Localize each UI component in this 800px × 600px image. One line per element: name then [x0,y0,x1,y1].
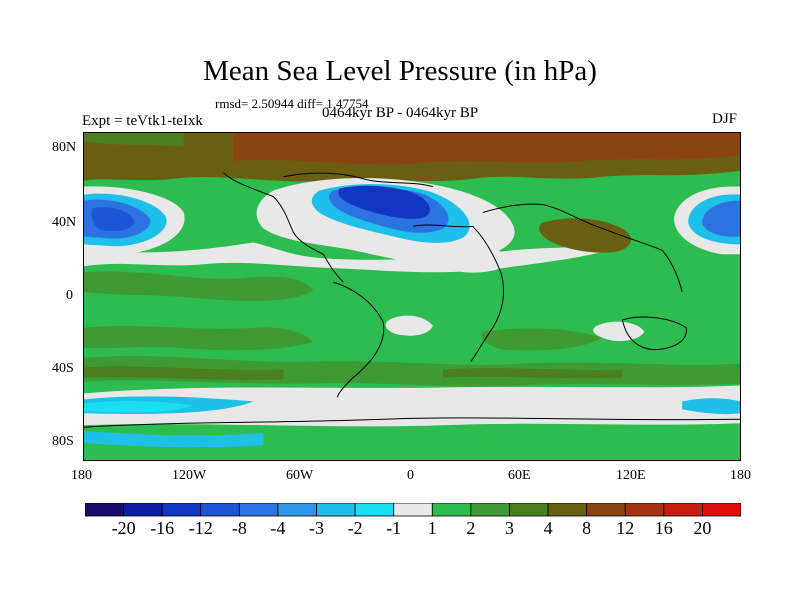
colorbar-box [547,503,588,517]
pacific-low-east-4 [702,200,740,237]
eurasia-coast [482,203,683,293]
colorbar-label: 8 [582,518,592,538]
colorbar-box [663,503,703,517]
tropic-south-band-3 [84,325,314,351]
australia-coast [621,316,687,351]
colorbar-box [85,503,124,517]
colorbar-box [393,503,433,517]
colorbar-label: -16 [150,518,175,538]
colorbar-box [316,503,356,517]
north-america-coast [223,172,344,283]
antarctica-coast [84,417,740,428]
colorbar-label: -4 [270,518,286,538]
lon-label-120e: 120E [616,468,646,483]
colorbar-label: 3 [505,518,514,538]
antarctic-neutral [84,385,740,427]
atlantic-low-8 [338,185,430,219]
antarctic-low-west-1 [84,401,194,413]
indian-ocean-neutral [593,321,645,342]
colorbar-label: 16 [654,518,673,538]
season-label: DJF [712,111,738,127]
colorbar-label: -8 [231,518,247,538]
colorbar-box [277,503,317,517]
lat-label-80n: 80N [52,140,77,155]
colorbar-label: -1 [386,518,402,538]
lat-label-40s: 40S [52,361,74,376]
colorbar [85,503,741,517]
coastlines [84,172,740,428]
lon-label-0: 0 [407,468,414,483]
lat-label-40n: 40N [52,215,77,230]
colorbar-boxes [85,503,741,517]
colorbar-label: 4 [543,518,553,538]
north-africa-neutral [441,246,513,273]
colorbar-box [470,503,510,517]
colorbar-box [200,503,240,517]
pacific-low-west-8 [91,207,135,231]
colorbar-box [431,503,472,517]
period-label: 0464kyr BP - 0464kyr BP [322,105,479,121]
antarctic-coast-low [84,431,264,448]
africa-west-coast [412,224,504,362]
asian-high-4-8 [539,218,631,253]
figure-title: Mean Sea Level Pressure (in hPa) [203,55,597,87]
lon-label-120w: 120W [172,468,207,483]
colorbar-box [238,503,279,517]
colorbar-label: 1 [427,518,437,538]
pressure-anomaly-map [83,132,741,461]
south-atlantic-neutral [385,315,433,336]
arctic-high-3-4 [84,133,184,147]
colorbar-label: -20 [111,518,136,538]
colorbar-label: 20 [693,518,712,538]
lat-label-0: 0 [66,288,73,303]
colorbar-label: 12 [616,518,635,538]
lat-label-80s: 80S [52,434,74,449]
indian-band-3 [481,328,603,351]
colorbar-label: 2 [466,518,476,538]
colorbar-box [702,503,741,517]
antarctic-low-east-2 [682,398,740,415]
colorbar-label: -12 [188,518,213,538]
lon-label-60w: 60W [286,468,314,483]
tropic-north-band-3 [84,271,314,301]
experiment-label: Expt = teVtk1-teIxk [82,113,203,129]
colorbar-box [161,503,202,517]
southern-band-4 [84,366,284,380]
colorbar-box [624,503,665,517]
southern-band-4-b [442,368,623,379]
colorbar-box [509,503,549,517]
arctic-high-8-12 [233,133,740,165]
lon-label-180e: 180 [730,468,751,483]
colorbar-box [586,503,626,517]
rmsd-diff-stats: rmsd= 2.50944 diff= 1.47754 [215,96,369,111]
lon-label-180w: 180 [71,468,92,483]
south-america-coast [333,281,385,398]
lon-label-60e: 60E [508,468,531,483]
colorbar-label: -2 [347,518,363,538]
arctic-coast [283,172,434,188]
colorbar-label: -3 [309,518,324,538]
colorbar-box [123,503,163,517]
colorbar-box [354,503,395,517]
